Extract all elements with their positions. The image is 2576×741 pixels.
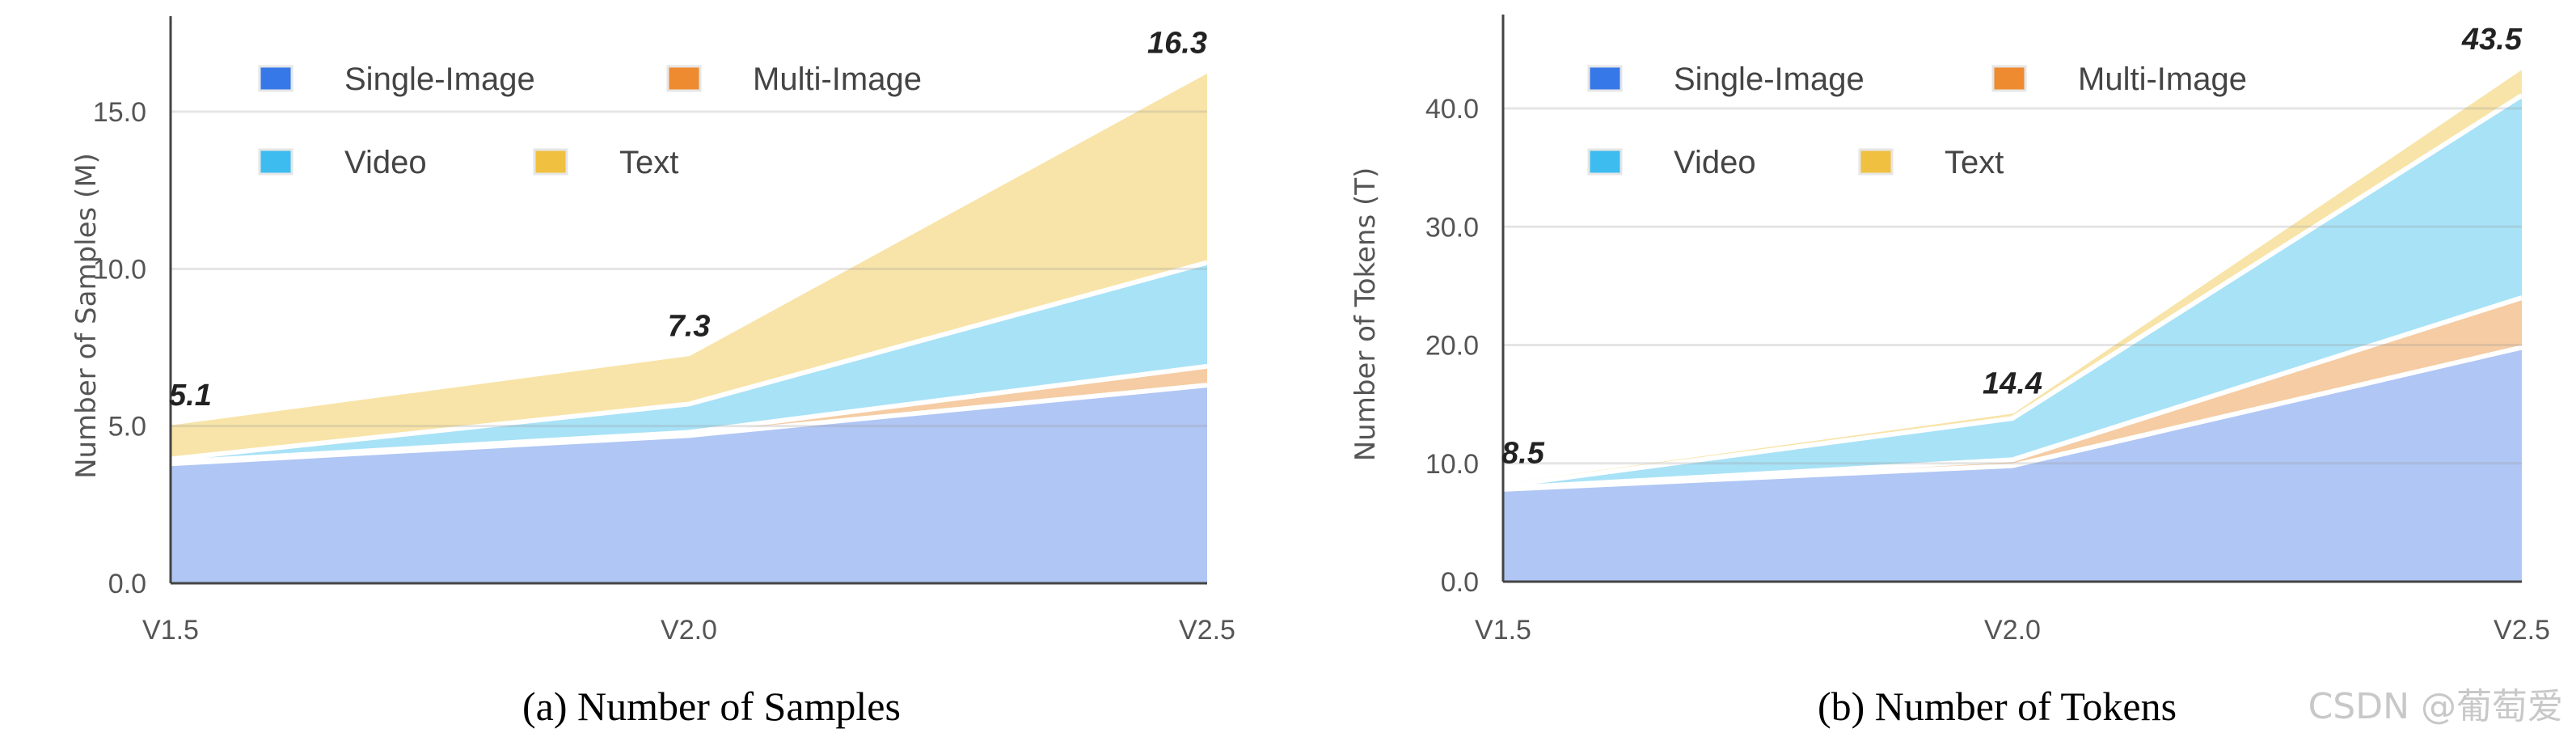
y-tick-label: 5.0 xyxy=(108,412,146,442)
y-tick-label: 0.0 xyxy=(1441,567,1479,598)
legend-swatch xyxy=(258,65,293,92)
chart-tokens: 0.0 10.0 20.0 30.0 40.0 V1.5 V2.0 V2.5 8.5 14.4 43… xyxy=(1349,15,2550,729)
area-edge-video xyxy=(170,260,1208,462)
area-edge-multi-image xyxy=(1502,295,2523,491)
area-edge-text xyxy=(1502,65,2523,484)
legend-label: Video xyxy=(344,145,427,180)
legend-item-video: Video xyxy=(258,145,427,180)
legend-label: Multi-Image xyxy=(2078,61,2247,97)
legend-item-single-image: Single-Image xyxy=(1587,61,1864,97)
legend-swatch xyxy=(1587,148,1623,176)
data-label: 8.5 xyxy=(1501,437,1545,471)
data-label: 14.4 xyxy=(1983,366,2042,400)
legend-item-text: Text xyxy=(1858,145,2004,180)
x-tick-label: V2.5 xyxy=(1179,615,1235,646)
data-label: 43.5 xyxy=(2461,23,2523,57)
chart-caption: (a) Number of Samples xyxy=(522,684,901,729)
area-single-image xyxy=(1503,347,2522,582)
legend-swatch xyxy=(666,65,702,92)
y-tick-label: 30.0 xyxy=(1425,212,1479,243)
legend-swatch xyxy=(1858,148,1894,176)
data-label: 5.1 xyxy=(169,379,212,413)
chart-samples: 0.0 5.0 10.0 15.0 V1.5 V2.0 V2.5 5.1 7.3 16.3 Numb… xyxy=(70,16,1235,729)
legend-label: Single-Image xyxy=(1674,61,1864,97)
watermark: CSDN @葡萄爱 xyxy=(2308,686,2563,727)
area-edge-multi-image xyxy=(170,363,1208,465)
data-label: 16.3 xyxy=(1147,26,1207,60)
legend-label: Multi-Image xyxy=(753,61,922,97)
area-text xyxy=(171,70,1207,459)
x-tick-label: V2.0 xyxy=(1984,615,2041,646)
y-tick-label: 40.0 xyxy=(1425,94,1479,125)
area-video xyxy=(171,262,1207,463)
x-tick-label: V2.5 xyxy=(2494,615,2550,646)
legend-label: Text xyxy=(1945,145,2004,180)
legend-item-multi-image: Multi-Image xyxy=(1991,61,2247,97)
legend-item-video: Video xyxy=(1587,145,1756,180)
y-tick-label: 20.0 xyxy=(1425,331,1479,362)
x-tick-label: V1.5 xyxy=(1475,615,1531,646)
x-tick-label: V1.5 xyxy=(142,615,199,646)
legend-item-multi-image: Multi-Image xyxy=(666,61,922,97)
legend-swatch xyxy=(1991,65,2027,92)
legend-item-text: Text xyxy=(533,145,678,180)
data-label: 7.3 xyxy=(668,309,711,343)
legend-label: Video xyxy=(1674,145,1756,180)
legend: Single-Image Multi-Image Video Text xyxy=(258,61,922,180)
legend-swatch xyxy=(533,148,568,176)
y-axis-label: Number of Tokens (T) xyxy=(1349,167,1382,462)
area-edge-single-image xyxy=(1502,345,2523,492)
legend-item-single-image: Single-Image xyxy=(258,61,535,97)
x-tick-label: V2.0 xyxy=(661,615,717,646)
y-tick-label: 0.0 xyxy=(108,569,146,599)
y-tick-label: 15.0 xyxy=(93,97,146,128)
area-single-image xyxy=(171,385,1207,583)
legend: Single-Image Multi-Image Video Text xyxy=(1587,61,2247,180)
legend-swatch xyxy=(1587,65,1623,92)
area-edge-text xyxy=(170,68,1209,426)
chart-caption: (b) Number of Tokens xyxy=(1818,684,2177,729)
legend-swatch xyxy=(258,148,293,176)
y-tick-label: 10.0 xyxy=(1425,449,1479,480)
area-video xyxy=(1503,95,2522,489)
y-tick-label: 10.0 xyxy=(93,254,146,285)
legend-label: Single-Image xyxy=(344,61,535,97)
legend-label: Text xyxy=(619,145,678,180)
area-edge-video xyxy=(1502,93,2523,489)
y-axis-label: Number of Samples (M) xyxy=(70,153,103,479)
